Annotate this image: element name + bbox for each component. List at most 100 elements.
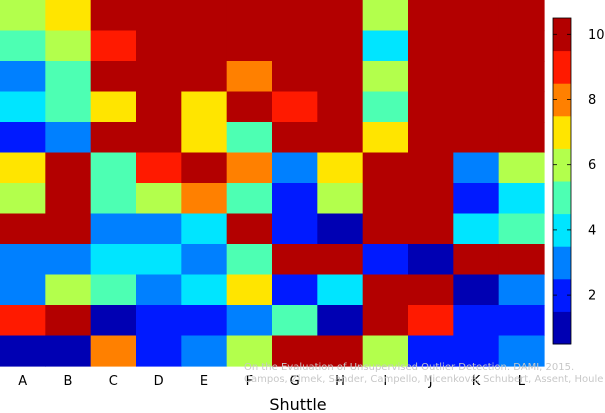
heatmap-cell (0, 30, 46, 62)
heatmap-cell (181, 122, 228, 154)
heatmap-cell (0, 61, 46, 93)
x-tick-label: J (428, 374, 433, 389)
heatmap-cell (453, 122, 500, 154)
heatmap-cell (453, 244, 500, 276)
heatmap-cell (408, 244, 454, 276)
heatmap-cell (317, 335, 364, 367)
heatmap-cell (498, 152, 545, 184)
heatmap-cell (453, 213, 500, 245)
heatmap-cell (362, 122, 409, 154)
heatmap-cell (362, 244, 409, 276)
colorbar (552, 17, 572, 345)
heatmap-cell (136, 152, 182, 184)
heatmap-cell (272, 122, 318, 154)
heatmap-cell (45, 335, 92, 367)
colorbar-tick-label: 2 (588, 289, 596, 304)
heatmap-cell (272, 30, 318, 62)
heatmap-cell (498, 305, 545, 337)
x-tick-label: B (64, 374, 73, 389)
x-tick-label: L (518, 374, 526, 389)
heatmap-cell (453, 0, 500, 32)
heatmap-cell (90, 152, 137, 184)
heatmap-cell (0, 152, 46, 184)
heatmap-cell (362, 61, 409, 93)
heatmap-cell (136, 335, 182, 367)
heatmap-cell (181, 213, 228, 245)
heatmap-cell (408, 183, 454, 215)
heatmap-cell (226, 122, 273, 154)
heatmap-cell (498, 61, 545, 93)
x-tick-label: E (200, 374, 208, 389)
heatmap-cell (317, 274, 364, 306)
colorbar-segment (553, 181, 571, 215)
heatmap-cell (45, 274, 92, 306)
colorbar-segment (553, 311, 571, 345)
colorbar-segment (553, 50, 571, 84)
heatmap-cell (45, 122, 92, 154)
heatmap-cell (45, 91, 92, 123)
heatmap-cell (362, 305, 409, 337)
heatmap-cell (408, 122, 454, 154)
heatmap-cell (317, 244, 364, 276)
heatmap-cell (408, 274, 454, 306)
heatmap-cell (317, 305, 364, 337)
heatmap-cell (0, 183, 46, 215)
heatmap-cell (317, 183, 364, 215)
heatmap-cell (498, 122, 545, 154)
heatmap-cell (0, 335, 46, 367)
heatmap-cell (181, 61, 228, 93)
heatmap-cell (226, 152, 273, 184)
heatmap-cell (226, 61, 273, 93)
heatmap-cell (90, 335, 137, 367)
heatmap-cell (362, 183, 409, 215)
heatmap-cell (272, 152, 318, 184)
x-tick-label: C (109, 374, 118, 389)
heatmap-cell (362, 91, 409, 123)
heatmap-cell (0, 244, 46, 276)
heatmap-cell (226, 244, 273, 276)
heatmap-cell (90, 91, 137, 123)
heatmap-cell (272, 91, 318, 123)
heatmap-cell (453, 183, 500, 215)
heatmap-cell (408, 152, 454, 184)
heatmap-cell (408, 91, 454, 123)
heatmap-cell (498, 183, 545, 215)
x-tick-label: I (383, 374, 387, 389)
heatmap-cell (90, 0, 137, 32)
heatmap-cell (136, 183, 182, 215)
heatmap-cell (181, 244, 228, 276)
heatmap-cell (90, 244, 137, 276)
heatmap-cell (453, 274, 500, 306)
heatmap-cell (362, 30, 409, 62)
heatmap-cell (317, 152, 364, 184)
heatmap-cell (45, 183, 92, 215)
x-tick-label: D (154, 374, 164, 389)
heatmap-cell (136, 122, 182, 154)
heatmap-cell (226, 183, 273, 215)
heatmap-cell (226, 30, 273, 62)
heatmap-cell (272, 305, 318, 337)
heatmap-cell (45, 152, 92, 184)
heatmap-cell (90, 274, 137, 306)
heatmap-cell (136, 91, 182, 123)
watermark-line-2: Campos, Zimek, Sander, Campello, Micenko… (244, 373, 603, 385)
heatmap-cell (90, 61, 137, 93)
heatmap-cell (453, 152, 500, 184)
heatmap-cell (498, 213, 545, 245)
heatmap-cell (90, 305, 137, 337)
colorbar-segment (553, 278, 571, 312)
heatmap-cell (272, 335, 318, 367)
colorbar-segment (553, 83, 571, 117)
heatmap-cell (498, 244, 545, 276)
heatmap-cell (90, 30, 137, 62)
watermark-line-1: On the Evaluation of Unsupervised Outlie… (244, 362, 574, 373)
heatmap-cell (181, 0, 228, 32)
colorbar-segment (553, 115, 571, 149)
heatmap-cell (0, 274, 46, 306)
heatmap-cell (317, 61, 364, 93)
colorbar-tick-label: 4 (588, 223, 596, 238)
heatmap-cell (498, 274, 545, 306)
heatmap-cell (498, 91, 545, 123)
heatmap-cell (317, 0, 364, 32)
heatmap-cell (45, 213, 92, 245)
